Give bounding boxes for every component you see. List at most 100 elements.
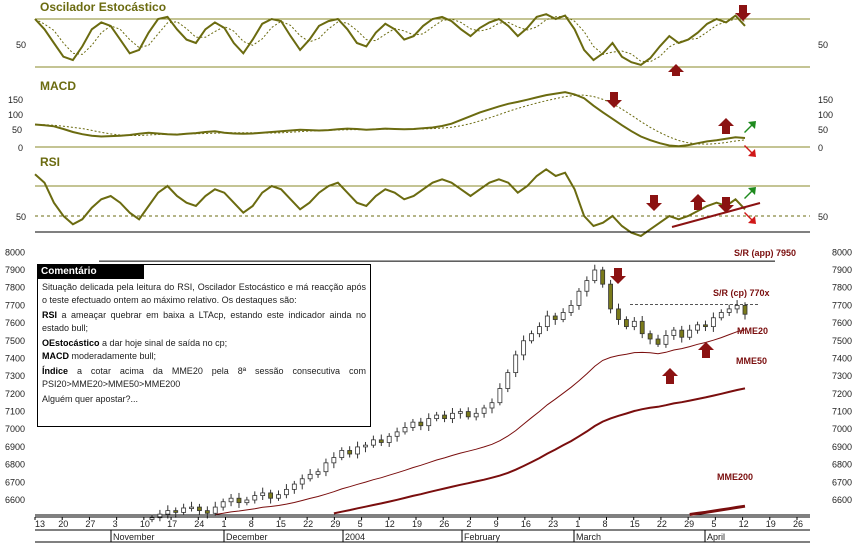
macd-tick-150-right: 150 — [818, 95, 833, 105]
comment-header: Comentário — [38, 265, 144, 279]
x-tick-label: 20 — [58, 519, 68, 529]
x-tick-label: 1 — [222, 519, 227, 529]
price-tick-left: 7600 — [5, 318, 25, 328]
sell-arrow-icon — [610, 268, 626, 284]
x-tick-label: 17 — [167, 519, 177, 529]
candle — [616, 308, 621, 320]
price-tick-right: 8000 — [832, 247, 852, 257]
candle — [291, 483, 297, 490]
buy-arrow-icon — [698, 342, 714, 358]
macd-signal-line — [34, 94, 746, 145]
candle — [410, 421, 416, 428]
candle — [370, 439, 376, 446]
price-panel: 8000 8000 7900 7900 7800 7800 7700 7700 7600 7600… — [5, 231, 852, 523]
candle — [157, 513, 163, 519]
x-tick-label: 12 — [385, 519, 395, 529]
candle — [584, 280, 590, 292]
candle — [268, 492, 274, 499]
stochastic-tick-left: 50 — [16, 40, 26, 50]
stochastic-title: Oscilador Estocástico — [40, 0, 166, 14]
price-tick-right: 7800 — [832, 283, 852, 293]
candle — [442, 414, 447, 420]
price-tick-right: 7200 — [832, 389, 852, 399]
candle — [181, 507, 187, 513]
x-tick-label: 26 — [793, 519, 803, 529]
candle — [505, 372, 511, 389]
price-tick-left: 7300 — [5, 371, 25, 381]
price-tick-right: 7600 — [832, 318, 852, 328]
x-tick-label: 22 — [303, 519, 313, 529]
comment-body: Situação delicada pela leitura do RSI, O… — [38, 279, 370, 411]
candle — [608, 283, 613, 310]
month-label: February — [464, 532, 501, 542]
mme200-label: MME200 — [717, 472, 753, 482]
candle — [394, 431, 400, 437]
price-tick-right: 7500 — [832, 336, 852, 346]
candle — [315, 471, 321, 475]
x-tick-label: 27 — [85, 519, 95, 529]
candle — [710, 317, 716, 328]
candle — [347, 450, 353, 455]
price-axis: 8000 8000 7900 7900 7800 7800 7700 7700 7600 7600… — [5, 247, 852, 505]
x-tick-label: 13 — [35, 519, 45, 529]
rsi-title: RSI — [40, 155, 60, 169]
x-tick-label: 3 — [113, 519, 118, 529]
candle — [481, 407, 487, 414]
price-tick-left: 7100 — [5, 407, 25, 417]
comment-rsi-label: RSI — [42, 310, 58, 320]
x-tick-label: 12 — [739, 519, 749, 529]
x-tick-label: 9 — [494, 519, 499, 529]
buy-arrow-icon — [718, 118, 734, 134]
x-tick-label: 26 — [439, 519, 449, 529]
candle — [323, 462, 329, 473]
candle — [537, 326, 542, 335]
price-tick-right: 7100 — [832, 407, 852, 417]
candle — [718, 312, 724, 319]
rsi-tick-right: 50 — [818, 212, 828, 222]
x-tick-label: 19 — [412, 519, 422, 529]
buy-arrow-icon — [668, 64, 684, 76]
comment-macd-text: moderadamente bull; — [69, 350, 157, 361]
comment-box: Comentário Situação delicada pela leitur… — [37, 264, 371, 427]
candle — [513, 354, 519, 374]
sell-arrow-icon — [718, 197, 734, 213]
mme50-label: MME50 — [736, 356, 767, 366]
candle — [639, 320, 645, 335]
price-tick-right: 6600 — [832, 495, 852, 505]
macd-tick-150: 150 — [8, 95, 23, 105]
candle — [149, 517, 155, 520]
candle — [655, 338, 661, 345]
price-tick-left: 7500 — [5, 336, 25, 346]
month-label: December — [226, 532, 268, 542]
candle — [687, 329, 693, 338]
sell-arrow-icon — [735, 5, 751, 21]
candle — [197, 506, 202, 512]
rsi-tick-left: 50 — [16, 212, 26, 222]
macd-tick-100: 100 — [8, 110, 23, 120]
candle — [734, 304, 740, 310]
candle — [647, 333, 653, 340]
price-tick-left: 6600 — [5, 495, 25, 505]
comment-macd-label: MACD — [42, 350, 69, 361]
down-arrow-red-icon — [744, 145, 756, 157]
stochastic-line — [34, 13, 746, 66]
comment-intro: Situação delicada pela leitura do RSI, O… — [42, 282, 366, 305]
x-tick-label: 23 — [548, 519, 558, 529]
x-tick-label: 16 — [521, 519, 531, 529]
candle — [473, 412, 479, 418]
comment-index-text: a cotar acima da MME20 pela 8ª sessão co… — [42, 366, 366, 389]
comment-stoch-label: OEstocástico — [42, 338, 100, 348]
x-tick-label: 8 — [249, 519, 254, 529]
price-tick-right: 6900 — [832, 442, 852, 452]
x-tick-label: 8 — [603, 519, 608, 529]
macd-tick-50-right: 50 — [818, 125, 828, 135]
x-tick-label: 24 — [194, 519, 204, 529]
x-tick-label: 10 — [140, 519, 150, 529]
stochastic-panel: Oscilador Estocástico 50 50 — [16, 0, 828, 76]
candles — [149, 264, 748, 523]
x-tick-label: 15 — [276, 519, 286, 529]
candle — [703, 324, 708, 328]
candle — [592, 269, 598, 282]
candle — [284, 488, 289, 496]
